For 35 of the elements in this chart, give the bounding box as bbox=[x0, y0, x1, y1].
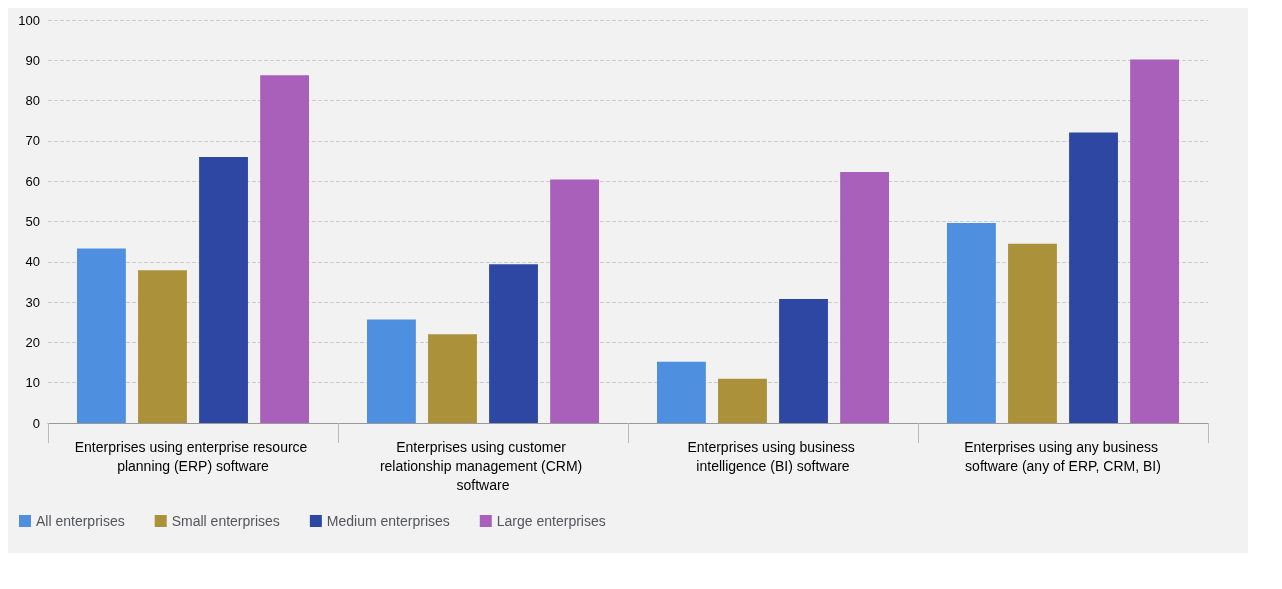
bar bbox=[1008, 243, 1057, 423]
y-tick-label: 10 bbox=[25, 375, 40, 391]
bar bbox=[260, 75, 309, 423]
bar bbox=[138, 270, 187, 423]
bar bbox=[550, 179, 599, 423]
bar bbox=[718, 378, 767, 423]
y-tick-label: 30 bbox=[25, 294, 40, 310]
bar bbox=[657, 361, 706, 423]
bar bbox=[840, 171, 889, 423]
legend-label: All enterprises bbox=[36, 513, 125, 529]
bar bbox=[367, 319, 416, 423]
y-tick-label: 60 bbox=[25, 173, 40, 189]
bar bbox=[199, 157, 248, 423]
bar bbox=[1130, 59, 1179, 423]
bar bbox=[1069, 132, 1118, 423]
y-tick-label: 70 bbox=[25, 133, 40, 149]
legend-label: Large enterprises bbox=[496, 513, 606, 529]
bar bbox=[77, 248, 126, 423]
y-tick-label: 90 bbox=[25, 52, 40, 68]
bar bbox=[489, 264, 538, 423]
legend-label: Medium enterprises bbox=[326, 513, 450, 529]
x-tick-label: Enterprises using customer relationship management (CRM) software bbox=[379, 438, 587, 493]
y-tick-label: 40 bbox=[25, 254, 40, 270]
y-tick-label: 0 bbox=[32, 415, 40, 431]
legend-label: Small enterprises bbox=[171, 513, 280, 529]
x-tick-label: Enterprises using enterprise resource planning (ERP) software bbox=[74, 438, 312, 474]
y-tick-label: 80 bbox=[25, 93, 40, 109]
y-tick-label: 50 bbox=[25, 214, 40, 229]
y-tick-label: 20 bbox=[25, 334, 40, 350]
bar bbox=[947, 223, 996, 423]
bar bbox=[779, 298, 828, 423]
x-tick-label: Enterprises using any business software (any of ERP, CRM, BI) bbox=[964, 438, 1162, 474]
y-tick-label: 100 bbox=[18, 12, 40, 28]
x-tick-label: Enterprises using business intelligence (BI) software bbox=[687, 438, 859, 474]
bar bbox=[428, 334, 477, 423]
